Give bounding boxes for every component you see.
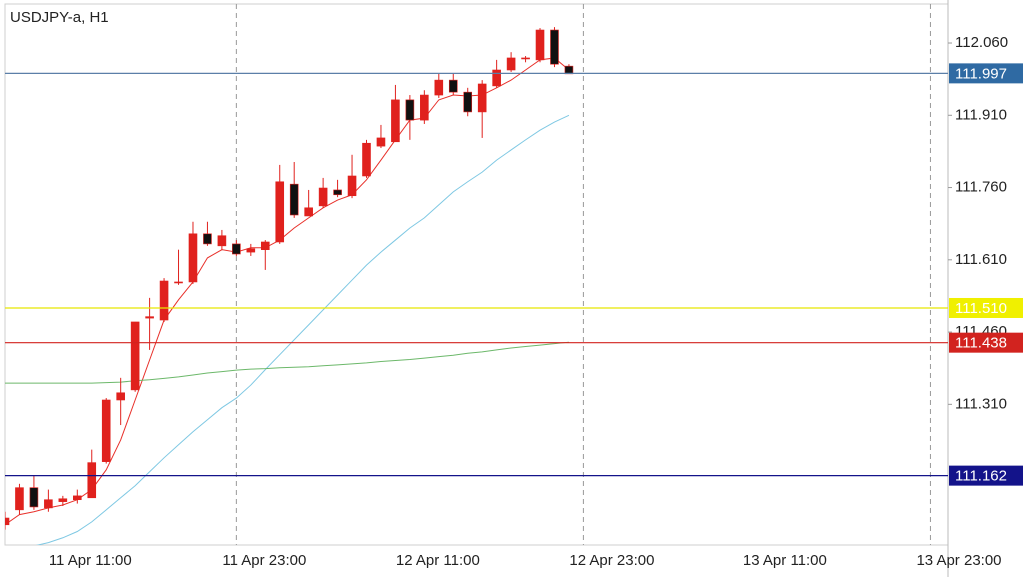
plot-frame: [4, 3, 949, 546]
candle-body: [203, 233, 212, 245]
candle-body: [362, 142, 371, 177]
price-label: 111.162: [955, 468, 1007, 485]
candle-body: [44, 499, 53, 509]
x-tick-label: 13 Apr 11:00: [743, 552, 827, 569]
candle-body: [492, 69, 501, 87]
x-tick-label: 12 Apr 23:00: [569, 552, 654, 569]
candle-body: [159, 280, 169, 321]
y-tick-label: 111.310: [955, 395, 1007, 412]
candle-body: [145, 316, 154, 319]
price-label-box: [949, 297, 1023, 318]
candle-body: [289, 183, 299, 216]
candle-body: [434, 79, 444, 96]
candle-body: [246, 248, 256, 253]
price-label-box: [949, 63, 1023, 84]
candle-body: [15, 487, 24, 511]
candle-body: [58, 498, 68, 502]
moving-average: [5, 341, 569, 384]
chart-title: USDJPY-a, H1: [10, 9, 109, 26]
candle-body: [463, 91, 473, 113]
candle-body: [5, 517, 10, 526]
candle-body: [188, 233, 198, 283]
candle-body: [506, 57, 516, 71]
x-tick-label: 11 Apr 23:00: [222, 552, 306, 569]
moving-average: [35, 114, 570, 545]
candle-body: [333, 189, 342, 196]
x-tick-label: 13 Apr 23:00: [916, 552, 1001, 569]
candle-body: [477, 83, 487, 113]
price-label-box: [949, 332, 1023, 353]
candle-body: [101, 399, 111, 462]
candle-body: [116, 392, 125, 401]
candle-body: [130, 321, 140, 391]
plot-area: [5, 4, 931, 545]
candle-body: [448, 79, 458, 93]
candle-body: [73, 495, 82, 501]
candle-body: [304, 207, 313, 217]
y-tick-label: 111.910: [955, 106, 1007, 123]
price-label: 111.997: [955, 65, 1007, 82]
candle-body: [376, 137, 386, 147]
candle-body: [405, 99, 415, 121]
moving-average: [5, 57, 570, 526]
candle-body: [260, 241, 270, 250]
x-tick-label: 11 Apr 11:00: [49, 552, 132, 569]
candle-body: [347, 175, 357, 197]
candle-body: [521, 57, 530, 60]
candle-body: [535, 29, 545, 61]
candle-body: [232, 243, 241, 255]
candle-body: [391, 99, 400, 143]
price-label-box: [949, 465, 1023, 486]
candle-body: [87, 462, 97, 499]
y-tick-label: 112.060: [955, 34, 1008, 51]
candle-body: [564, 65, 574, 75]
candle-body: [550, 29, 559, 65]
y-tick-label: 111.610: [955, 251, 1007, 268]
candle-body: [217, 235, 227, 247]
y-tick-label: 111.760: [955, 179, 1007, 196]
candle-body: [318, 187, 328, 207]
x-tick-label: 12 Apr 11:00: [396, 552, 480, 569]
candle-body: [174, 281, 183, 284]
candle-body: [275, 181, 285, 243]
price-label: 111.438: [955, 335, 1007, 352]
price-label: 111.510: [955, 300, 1007, 317]
candle-body: [420, 94, 429, 121]
candle-body: [29, 487, 39, 508]
